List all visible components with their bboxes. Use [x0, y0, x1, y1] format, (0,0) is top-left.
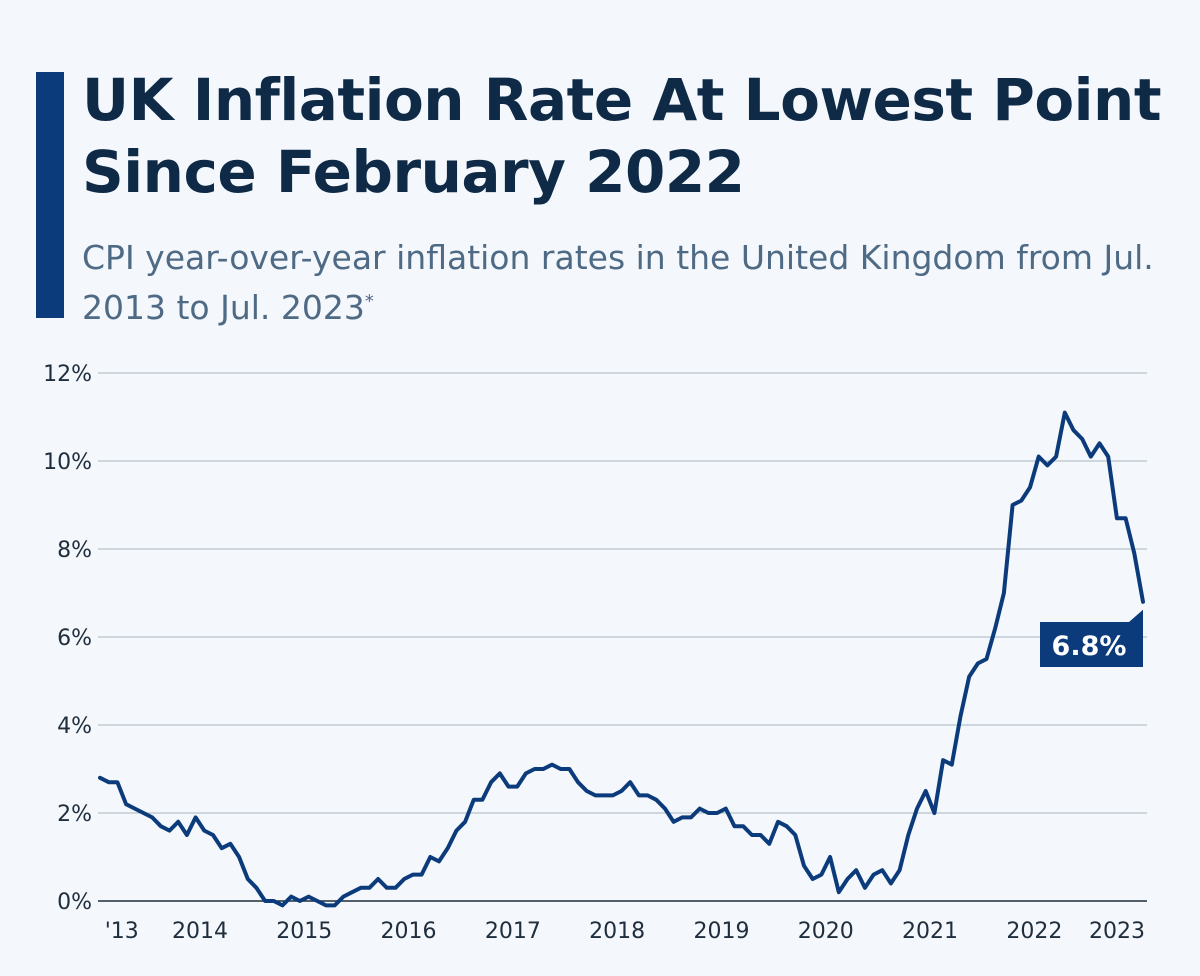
- y-tick-label: 12%: [43, 362, 92, 387]
- value-label-box: [1040, 609, 1143, 667]
- x-tick-label: 2018: [589, 919, 645, 944]
- x-tick-label: '13: [105, 919, 139, 944]
- value-label: 6.8%: [1052, 631, 1127, 662]
- chart-title: UK Inflation Rate At Lowest Point Since …: [82, 66, 1162, 206]
- x-tick-label: 2017: [485, 919, 541, 944]
- y-tick-label: 4%: [57, 714, 92, 739]
- x-tick-label: 2023: [1089, 919, 1145, 944]
- x-tick-label: 2022: [1006, 919, 1062, 944]
- accent-bar: [36, 72, 64, 318]
- series-line: [98, 410, 1145, 908]
- footnote-mark: *: [364, 291, 374, 312]
- x-tick-label: 2021: [902, 919, 958, 944]
- x-tick-label: 2019: [693, 919, 749, 944]
- y-tick-label: 6%: [57, 626, 92, 651]
- y-tick-label: 10%: [43, 450, 92, 475]
- chart-subtitle: CPI year-over-year inflation rates in th…: [82, 236, 1182, 330]
- x-tick-label: 2015: [276, 919, 332, 944]
- x-tick-label: 2016: [381, 919, 437, 944]
- y-tick-label: 0%: [57, 890, 92, 915]
- y-tick-label: 8%: [57, 538, 92, 563]
- x-tick-label: 2020: [798, 919, 854, 944]
- subtitle-text: CPI year-over-year inflation rates in th…: [82, 238, 1154, 327]
- y-tick-label: 2%: [57, 802, 92, 827]
- x-tick-label: 2014: [172, 919, 228, 944]
